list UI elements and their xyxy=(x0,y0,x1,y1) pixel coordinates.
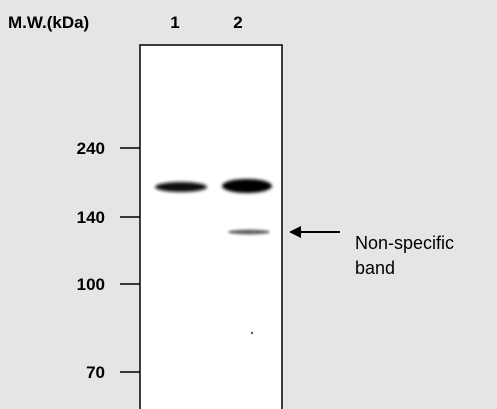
membrane xyxy=(140,45,282,409)
annotation-line: Non-specific xyxy=(355,233,454,253)
mw-header: M.W.(kDa) xyxy=(8,13,89,32)
page: M.W.(kDa) 1 2 240 140 100 70 Non-specific b… xyxy=(0,0,497,409)
marker-label: 140 xyxy=(77,208,105,227)
speck xyxy=(251,332,253,334)
faint-band xyxy=(228,230,270,235)
band xyxy=(222,179,272,193)
marker-label: 70 xyxy=(86,363,105,382)
blot-figure: M.W.(kDa) 1 2 240 140 100 70 Non-specific b… xyxy=(0,0,497,409)
lane-label: 2 xyxy=(233,13,242,32)
marker-label: 240 xyxy=(77,139,105,158)
marker-label: 100 xyxy=(77,275,105,294)
band xyxy=(155,182,207,192)
annotation-line: band xyxy=(355,258,395,278)
lane-label: 1 xyxy=(170,13,179,32)
